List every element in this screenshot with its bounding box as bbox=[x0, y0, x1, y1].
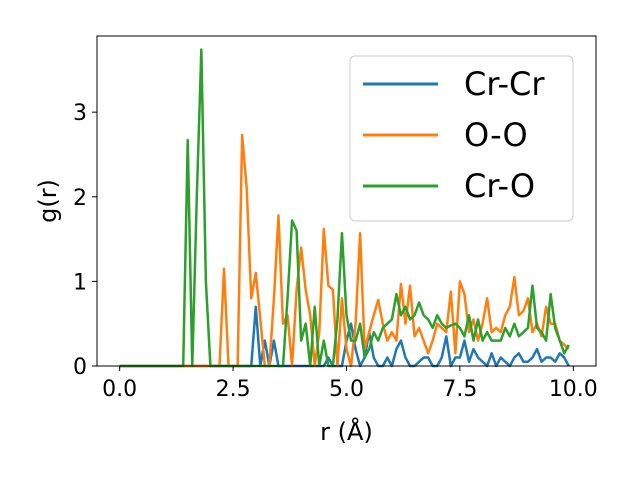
legend-label-o-o: O-O bbox=[464, 116, 528, 154]
series-line-cr-o bbox=[119, 48, 570, 368]
y-axis-label: g(r) bbox=[34, 179, 62, 223]
x-tick-label: 0.0 bbox=[102, 377, 137, 402]
legend-label-cr-o: Cr-O bbox=[464, 167, 535, 205]
legend: Cr-Cr O-O Cr-O bbox=[349, 55, 574, 222]
y-tick-label: 0 bbox=[73, 355, 87, 380]
series-line-o-o bbox=[119, 133, 570, 368]
y-tick-label: 2 bbox=[73, 186, 87, 211]
x-tick-label: 5.0 bbox=[329, 377, 364, 402]
legend-label-cr-cr: Cr-Cr bbox=[464, 65, 545, 103]
y-axis: 0 1 2 3 bbox=[73, 101, 97, 380]
x-tick-label: 10.0 bbox=[549, 377, 598, 402]
x-axis: 0.0 2.5 5.0 7.5 10.0 bbox=[102, 366, 598, 402]
y-tick-label: 1 bbox=[73, 270, 87, 295]
legend-box bbox=[349, 55, 574, 222]
x-axis-label: r (Å) bbox=[320, 417, 373, 446]
x-tick-label: 7.5 bbox=[442, 377, 477, 402]
x-tick-label: 2.5 bbox=[216, 377, 251, 402]
y-tick-label: 3 bbox=[73, 101, 87, 126]
